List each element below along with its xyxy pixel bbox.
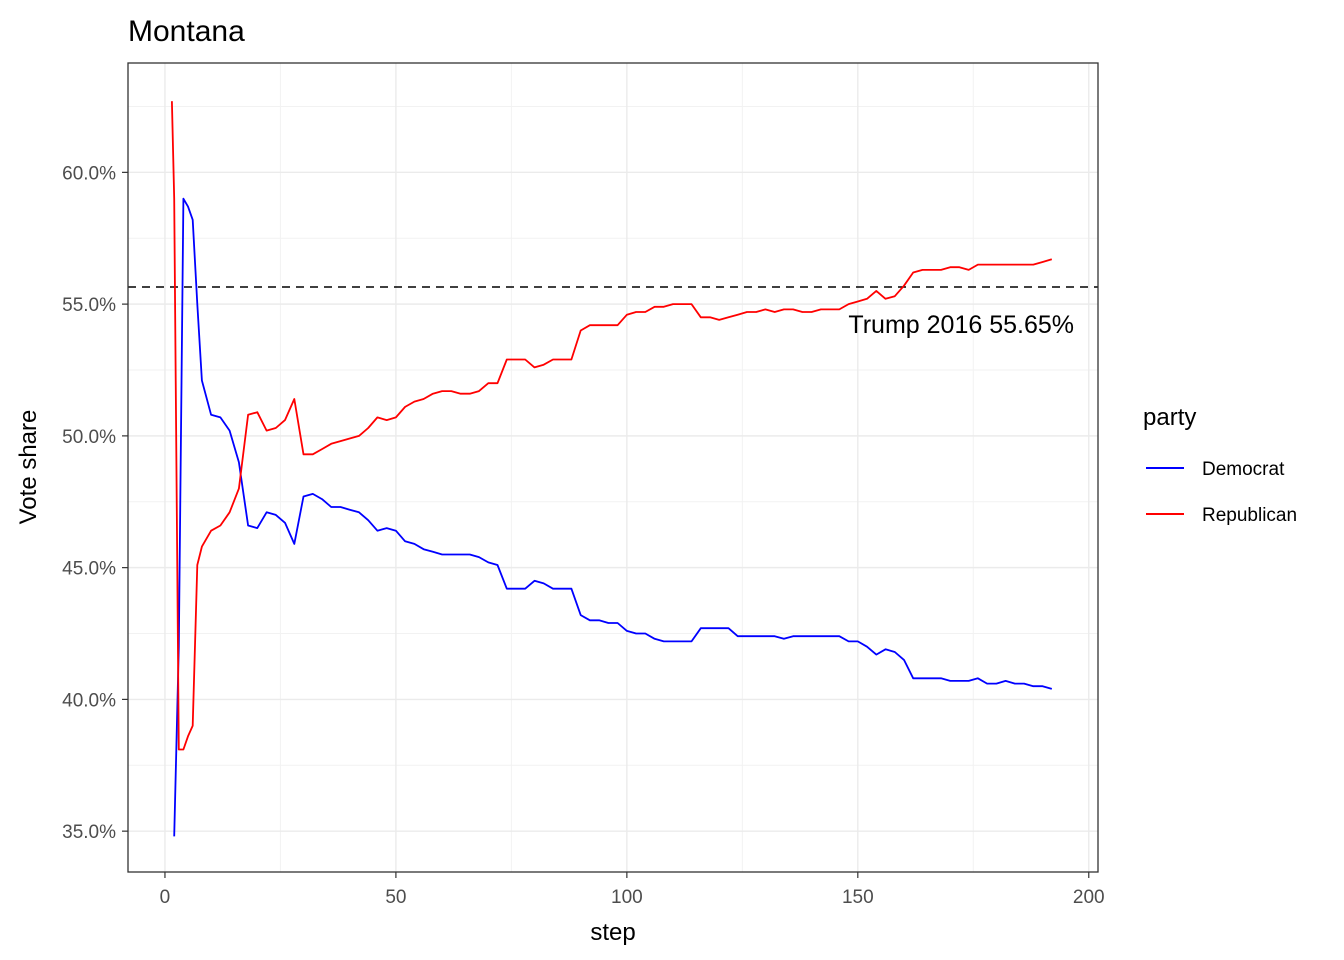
y-tick-label: 50.0% [62, 427, 116, 448]
x-axis: 0 50 100 150 200 [160, 872, 1105, 908]
series-line-democrat [173, 197, 1053, 837]
series-line-republican [171, 101, 1053, 751]
legend-title: party [1143, 404, 1196, 431]
legend: party Democrat Republican [1143, 404, 1297, 526]
y-axis-title: Vote share [15, 410, 42, 525]
y-axis: 35.0% 40.0% 45.0% 50.0% 55.0% 60.0% [62, 163, 128, 843]
x-tick-label: 150 [842, 887, 874, 908]
x-axis-title: step [590, 919, 635, 946]
legend-label-republican: Republican [1202, 505, 1297, 526]
y-tick-label: 55.0% [62, 295, 116, 316]
minor-gridlines [128, 63, 1098, 872]
x-tick-label: 50 [385, 887, 406, 908]
x-tick-label: 0 [160, 887, 171, 908]
x-tick-label: 200 [1073, 887, 1105, 908]
reference-line-label: Trump 2016 55.65% [848, 311, 1074, 339]
y-tick-label: 35.0% [62, 822, 116, 843]
plot-panel-border [127, 62, 1099, 873]
major-gridlines [128, 63, 1098, 872]
legend-label-democrat: Democrat [1202, 459, 1285, 480]
x-tick-label: 100 [611, 887, 643, 908]
y-tick-label: 60.0% [62, 163, 116, 184]
y-tick-label: 45.0% [62, 559, 116, 580]
y-tick-label: 40.0% [62, 690, 116, 711]
chart-title: Montana [128, 15, 245, 48]
series-lines [171, 101, 1053, 837]
